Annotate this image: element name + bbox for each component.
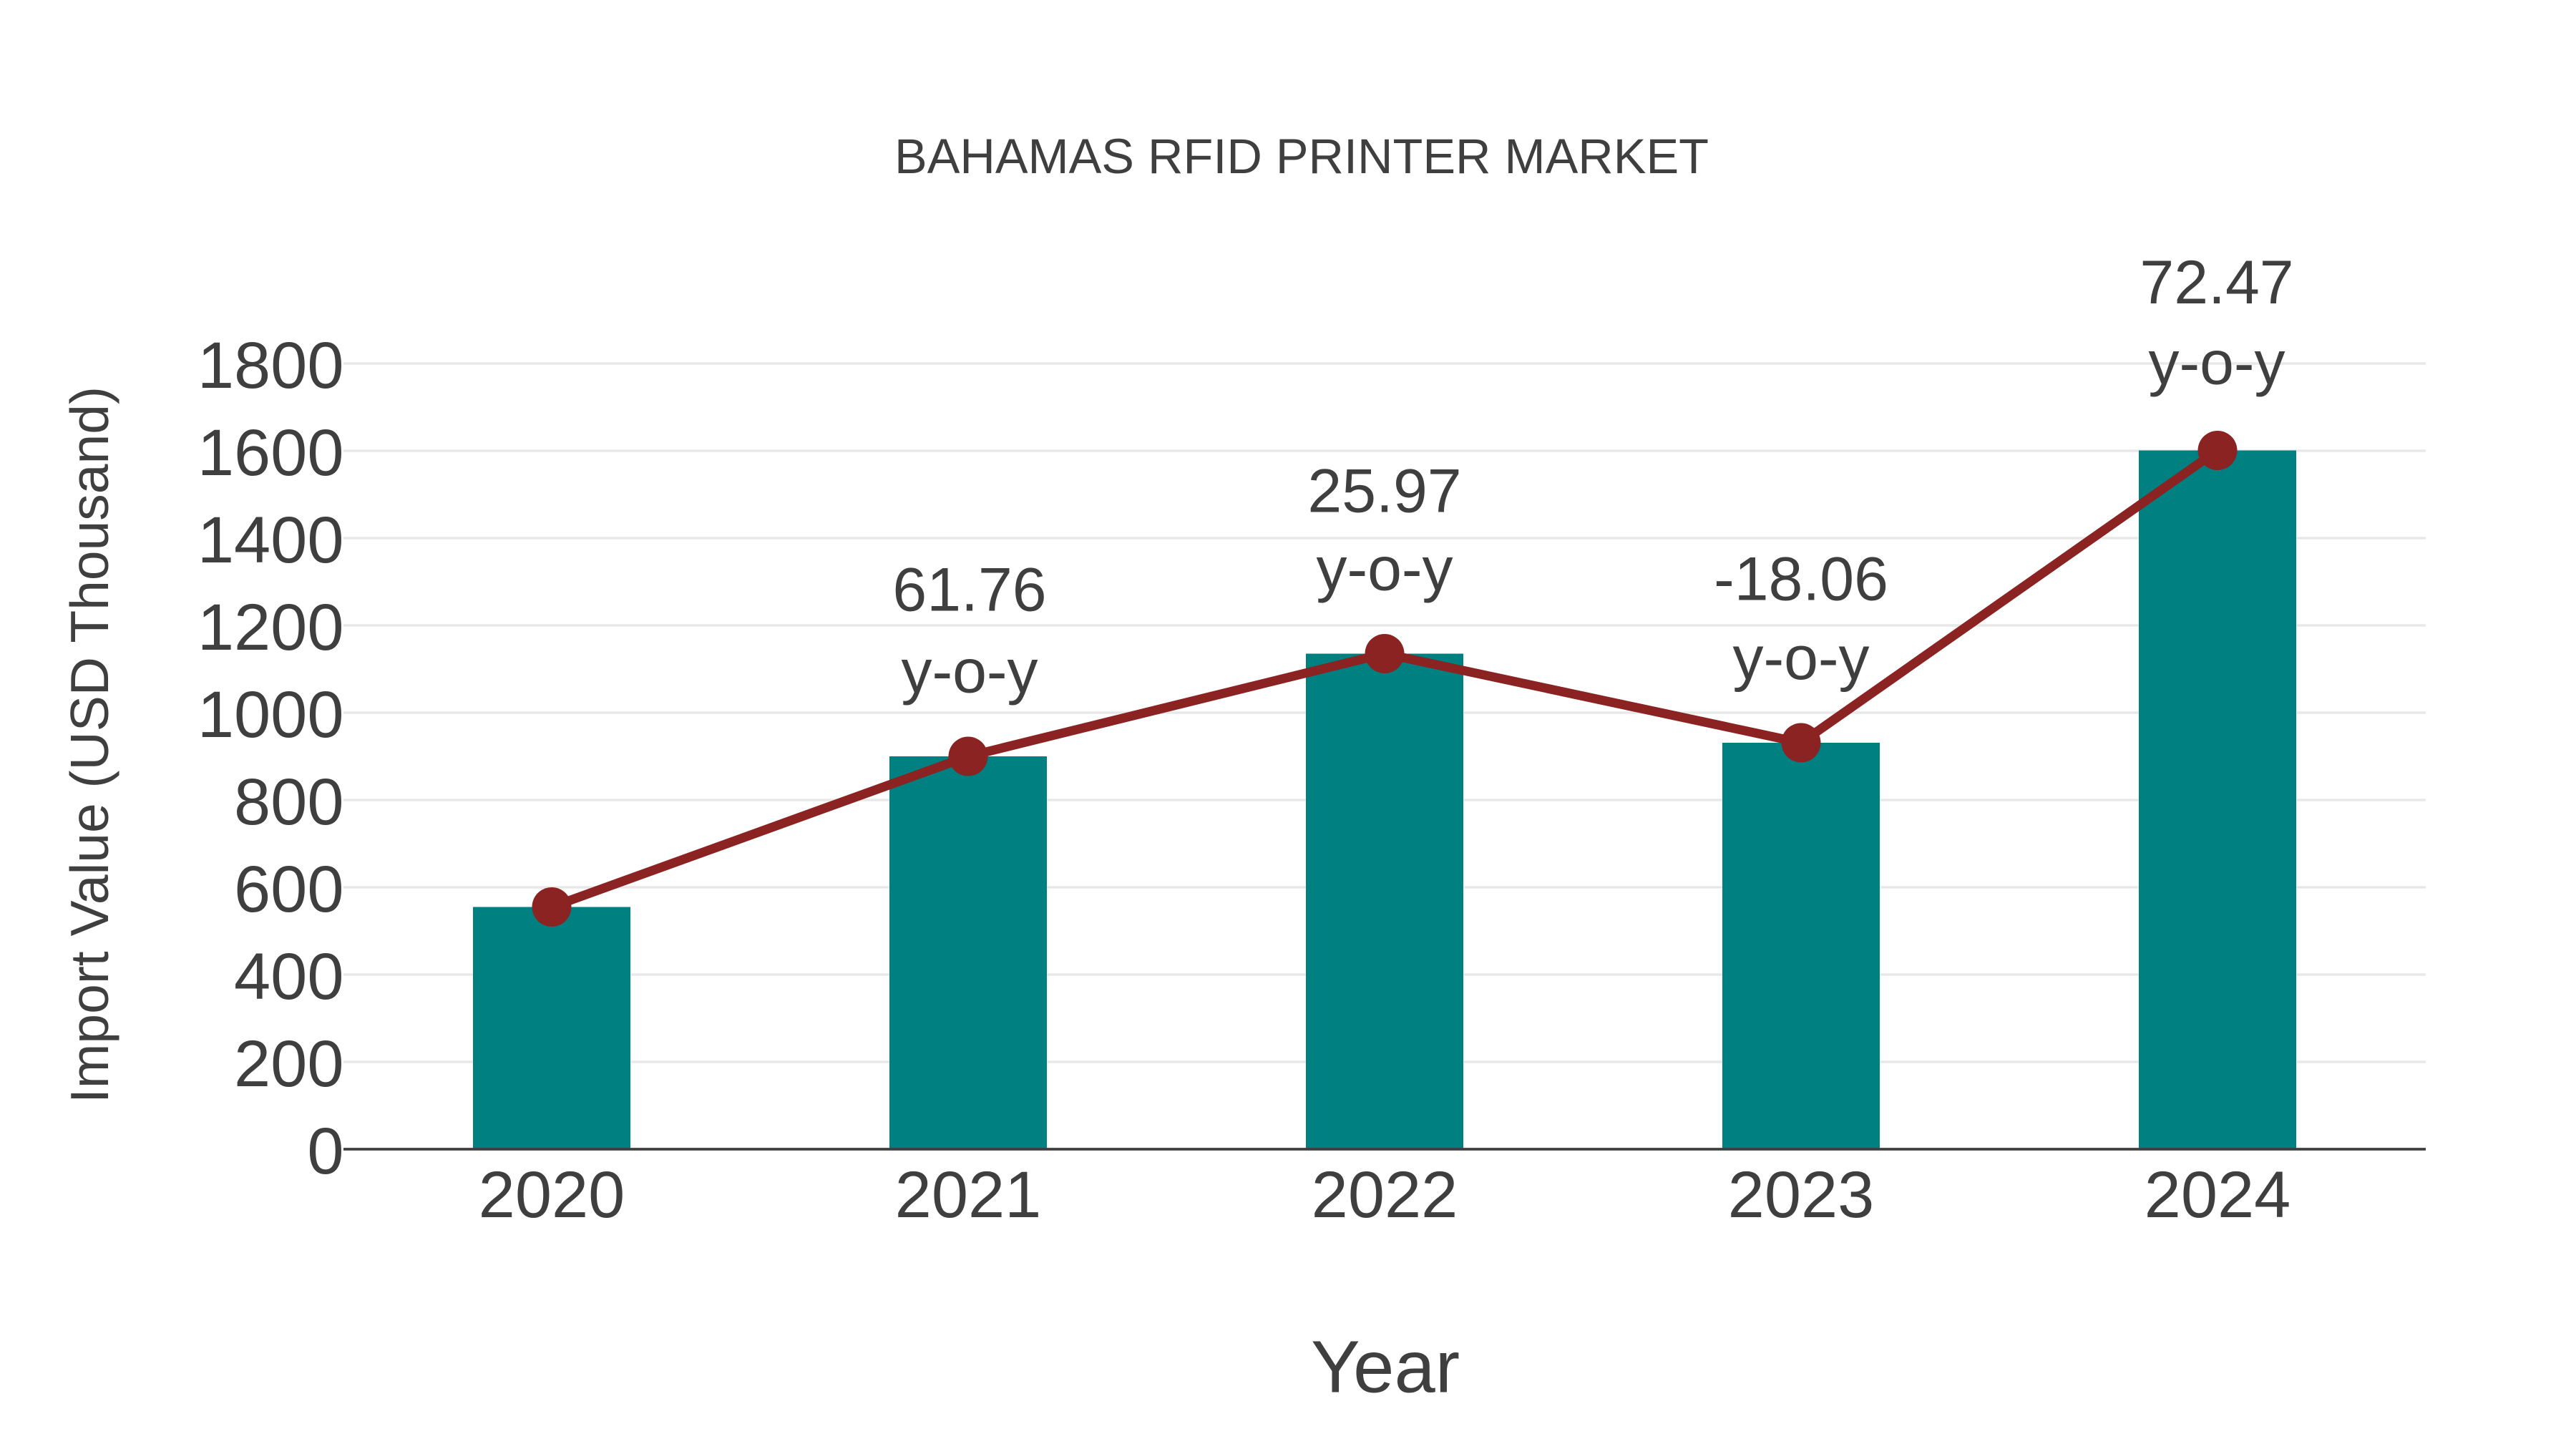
svg-text:2021: 2021 [895, 1158, 1042, 1231]
svg-text:y-o-y: y-o-y [2148, 329, 2285, 398]
svg-text:Year: Year [1311, 1326, 1460, 1408]
svg-text:2024: 2024 [2145, 1158, 2291, 1231]
svg-text:800: 800 [234, 766, 344, 839]
svg-text:1600: 1600 [197, 416, 344, 489]
svg-text:BAHAMAS RFID PRINTER MARKET: BAHAMAS RFID PRINTER MARKET [894, 129, 1709, 184]
svg-text:400: 400 [234, 940, 344, 1013]
svg-text:72.47: 72.47 [2140, 248, 2293, 317]
svg-text:2022: 2022 [1312, 1158, 1458, 1231]
svg-text:y-o-y: y-o-y [901, 638, 1038, 706]
svg-text:0: 0 [307, 1115, 343, 1188]
svg-text:25.97: 25.97 [1307, 457, 1461, 526]
svg-text:y-o-y: y-o-y [1316, 535, 1453, 604]
svg-text:600: 600 [234, 853, 344, 926]
svg-text:200: 200 [234, 1028, 344, 1101]
svg-text:-18.06: -18.06 [1714, 545, 1888, 614]
svg-text:1400: 1400 [197, 504, 344, 577]
svg-text:61.76: 61.76 [892, 556, 1046, 625]
svg-text:1800: 1800 [197, 329, 344, 402]
svg-text:y-o-y: y-o-y [1732, 624, 1869, 693]
svg-text:Import Value (USD Thousand): Import Value (USD Thousand) [59, 386, 119, 1103]
svg-text:2023: 2023 [1728, 1158, 1875, 1231]
svg-text:1000: 1000 [197, 678, 344, 751]
svg-text:2020: 2020 [479, 1158, 625, 1231]
svg-text:1200: 1200 [197, 591, 344, 664]
